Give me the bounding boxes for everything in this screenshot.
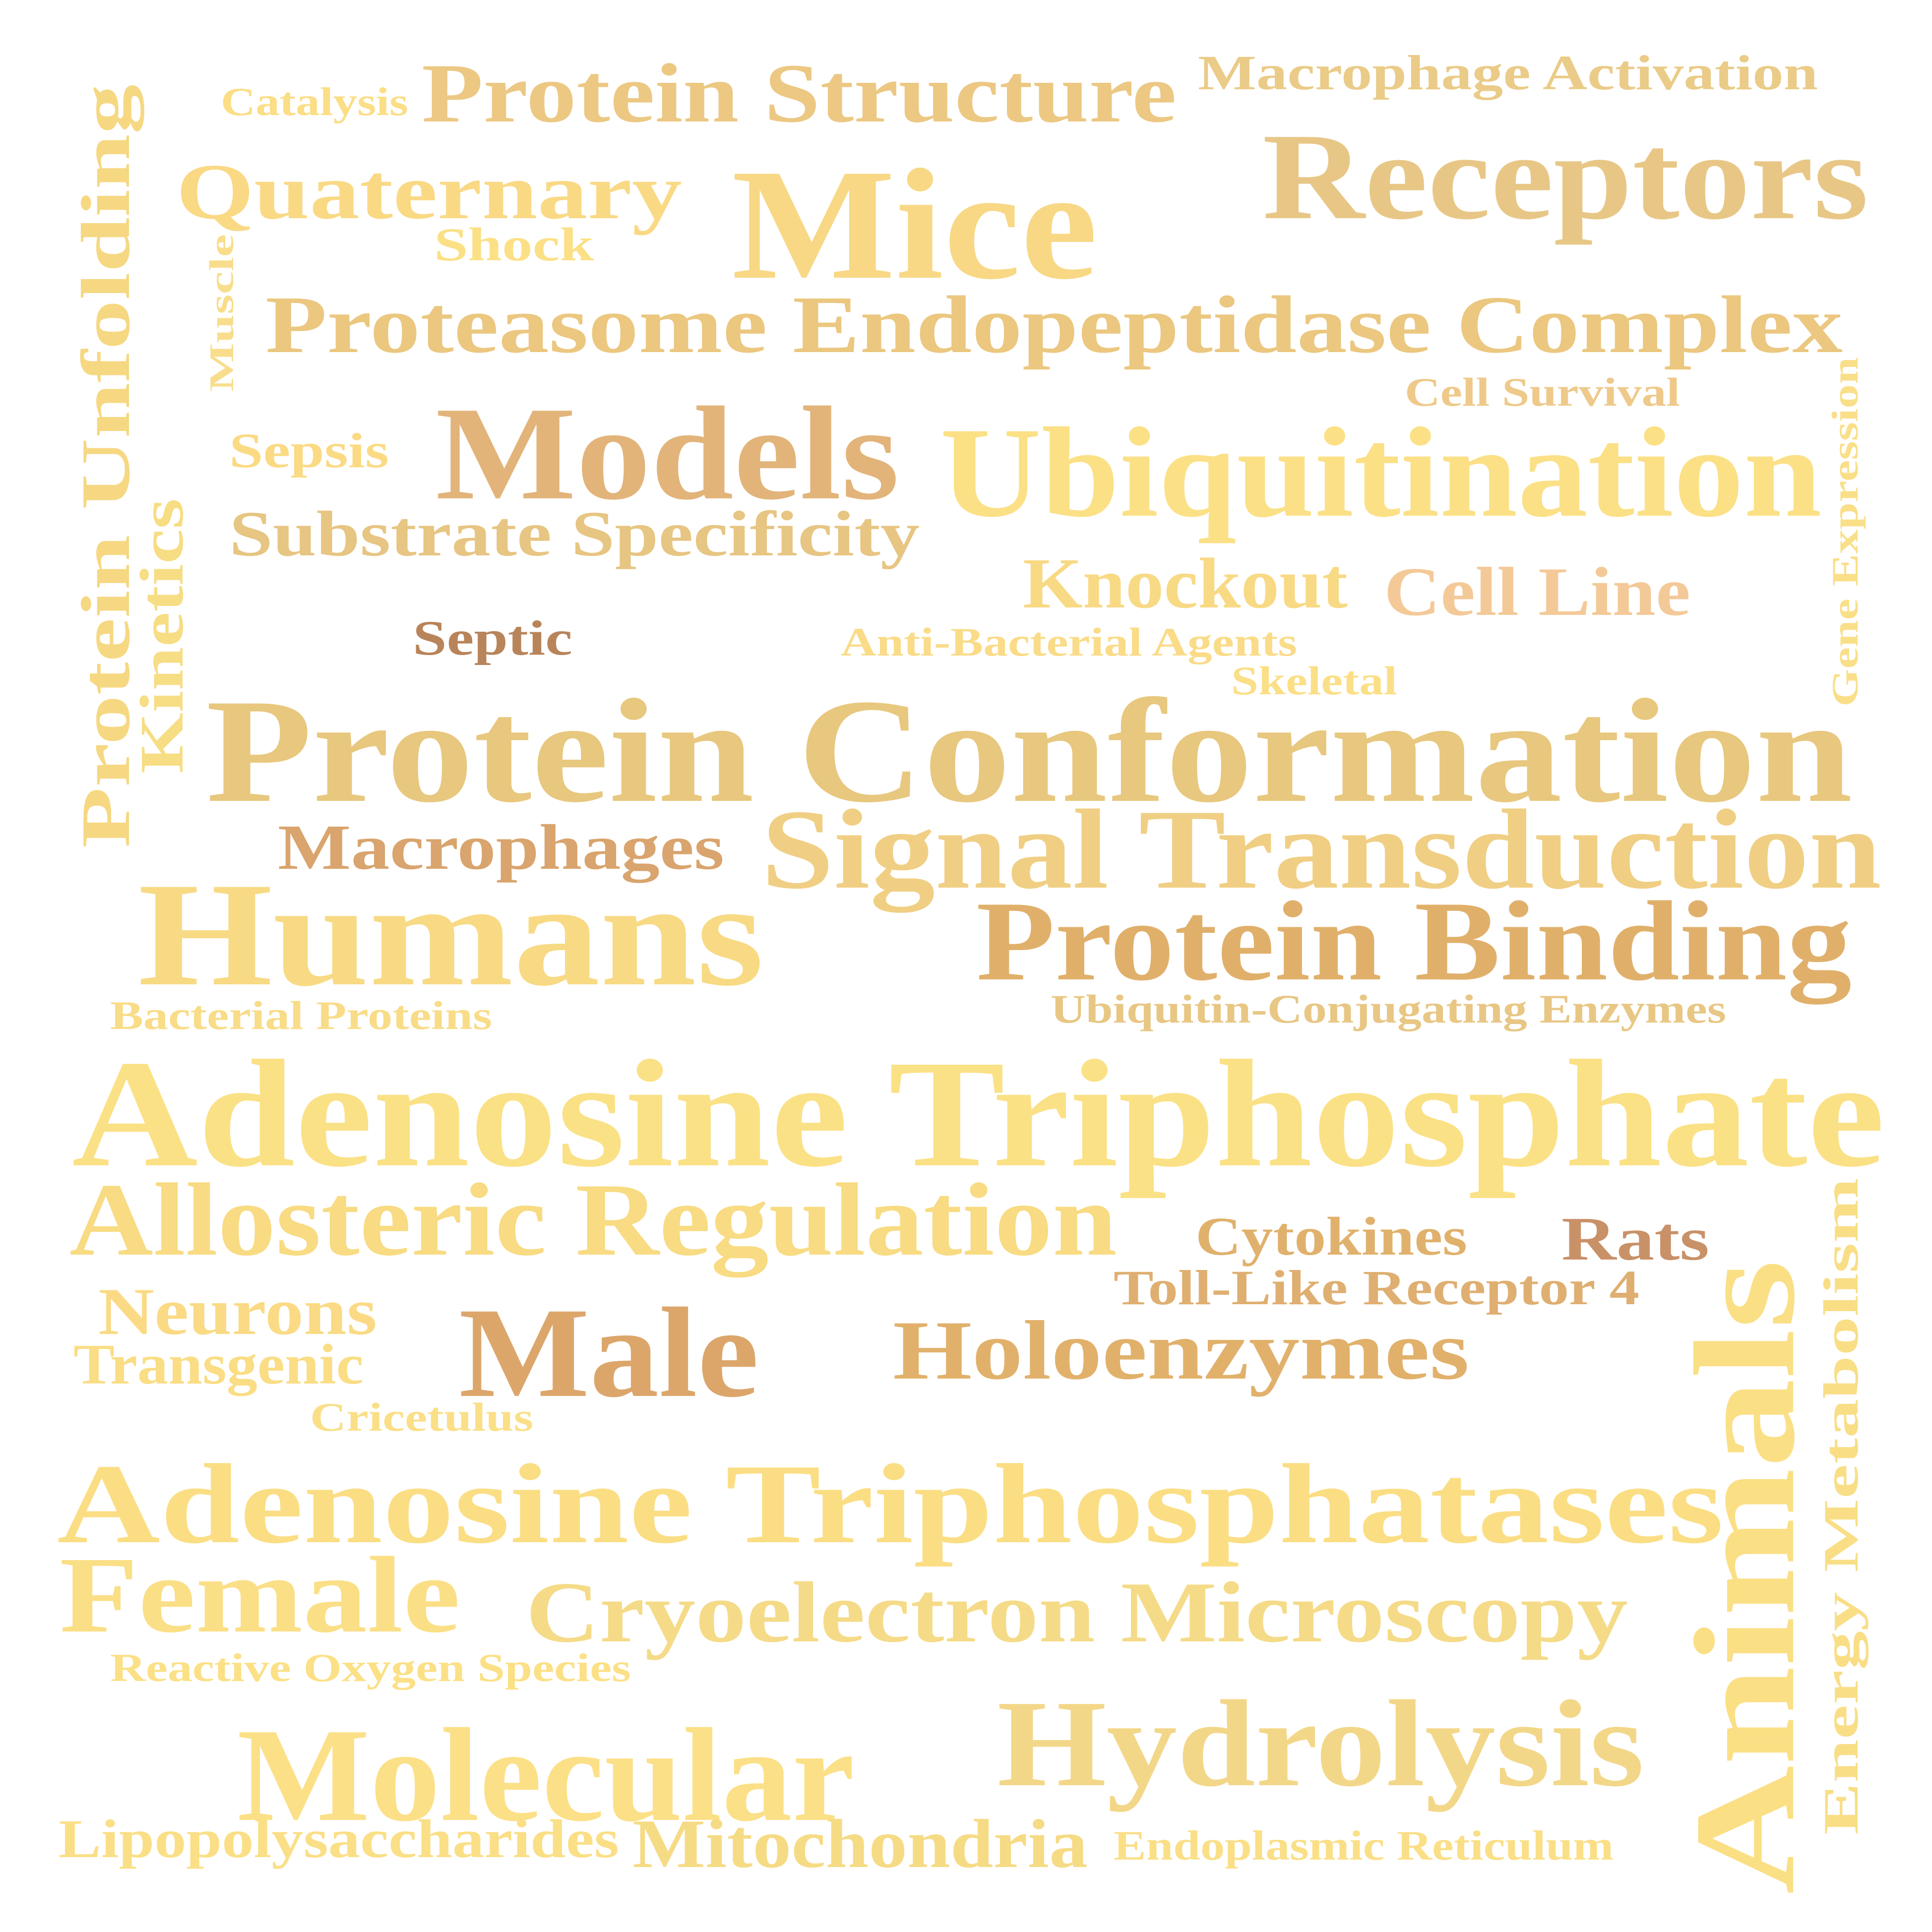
word-cytokines: Cytokines [1195,1206,1467,1267]
word-molecular: Molecular [237,1701,855,1849]
word-lipopolysaccharides: Lipopolysaccharides [59,1809,619,1869]
word-knockout: Knockout [1023,544,1348,623]
word-transgenic: Transgenic [73,1333,364,1396]
word-humans: Humans [138,852,764,1017]
word-cricetulus: Cricetulus [310,1394,533,1440]
word-cell-line: Cell Line [1384,553,1690,630]
word-cell-survival: Cell Survival [1405,369,1680,415]
word-quaternary: Quaternary [176,147,682,236]
word-holoenzymes: Holoenzymes [893,1304,1469,1397]
word-skeletal: Skeletal [1231,658,1397,703]
word-mice: Mice [732,137,1098,312]
word-protein-unfolding: Protein Unfolding [67,84,144,848]
word-protein-structure: Protein Structure [422,47,1177,140]
word-protein-conformation: Protein Conformation [206,668,1853,833]
word-signal-transduction: Signal Transduction [761,786,1881,913]
word-animals: Animals [1665,1260,1824,1894]
word-substrate-specificity: Substrate Specificity [229,498,920,570]
word-mitochondria: Mitochondria [632,1806,1088,1882]
word-macrophage-activation: Macrophage Activation [1198,45,1818,100]
word-kinetics: Kinetics [128,498,196,774]
word-toll-like-receptor-4: Toll-Like Receptor 4 [1114,1260,1639,1315]
word-models: Models [436,379,899,528]
word-protein-binding: Protein Binding [976,878,1852,1005]
word-shock: Shock [434,218,594,271]
word-cryoelectron-microscopy: Cryoelectron Microscopy [526,1564,1628,1660]
word-neurons: Neurons [98,1275,377,1349]
word-macrophages: Macrophages [278,812,724,883]
word-bacterial-proteins: Bacterial Proteins [110,993,492,1038]
word-endoplasmic-reticulum: Endoplasmic Reticulum [1114,1822,1614,1869]
word-proteasome-endopeptidase-complex: Proteasome Endopeptidase Complex [265,279,1843,370]
word-rats: Rats [1561,1205,1709,1273]
word-reactive-oxygen-species: Reactive Oxygen Species [110,1646,631,1690]
word-female: Female [60,1534,460,1655]
word-male: Male [459,1281,759,1424]
word-anti-bacterial-agents: Anti-Bacterial Agents [841,619,1297,664]
word-adenosine-triphosphatases: Adenosine Triphosphatases [57,1441,1724,1567]
word-adenosine-triphosphate: Adenosine Triphosphate [72,1029,1885,1199]
word-septic: Septic [413,610,572,665]
word-allosteric-regulation: Allosteric Regulation [69,1162,1117,1277]
word-hydrolysis: Hydrolysis [997,1675,1644,1812]
word-muscle: Muscle [203,234,241,392]
word-receptors: Receptors [1262,108,1869,245]
word-ubiquitination: Ubiquitination [940,401,1822,544]
word-ubiquitin-conjugating-enzymes: Ubiquitin-Conjugating Enzymes [1051,986,1726,1031]
word-energy-metabolism: Energy Metabolism [1813,1178,1869,1835]
word-gene-expression: Gene Expression [1825,357,1866,707]
word-sepsis: Sepsis [229,423,389,478]
word-catalysis: Catalysis [221,80,408,124]
